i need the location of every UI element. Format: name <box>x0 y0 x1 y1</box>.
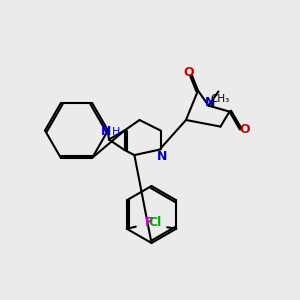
Text: CH₃: CH₃ <box>210 94 230 104</box>
Text: N: N <box>157 149 167 163</box>
Text: N: N <box>205 96 215 109</box>
Text: H: H <box>112 127 121 137</box>
Text: O: O <box>184 66 194 79</box>
Text: N: N <box>101 125 111 139</box>
Text: O: O <box>239 123 250 136</box>
Text: F: F <box>145 216 153 229</box>
Text: Cl: Cl <box>148 216 162 229</box>
